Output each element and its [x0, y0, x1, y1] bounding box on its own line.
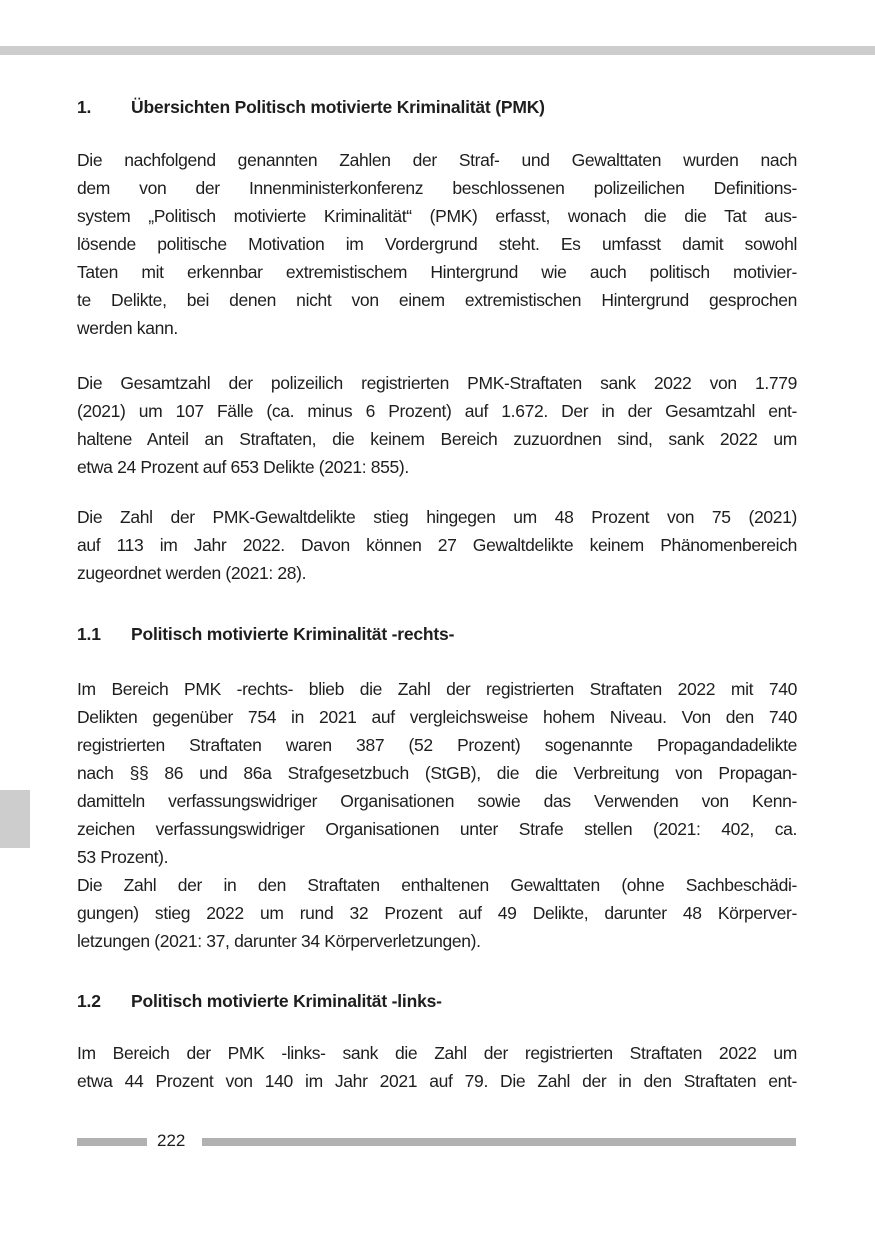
text-line: gungen) stieg 2022 um rund 32 Prozent au…: [77, 903, 797, 923]
text-line: auf 113 im Jahr 2022. Davon können 27 Ge…: [77, 535, 797, 555]
footer-rule-right: [202, 1138, 796, 1146]
text-line: Die nachfolgend genannten Zahlen der Str…: [77, 150, 797, 170]
heading-title: Politisch motivierte Kriminalität -links…: [131, 991, 442, 1011]
heading-title: Politisch motivierte Kriminalität -recht…: [131, 624, 455, 644]
text-line: zugeordnet werden (2021: 28).: [77, 563, 307, 583]
text-line: etwa 44 Prozent von 140 im Jahr 2021 auf…: [77, 1071, 797, 1091]
text-line: nach §§ 86 und 86a Strafgesetzbuch (StGB…: [77, 763, 797, 783]
text-line: dem von der Innenministerkonferenz besch…: [77, 178, 797, 198]
text-line: te Delikte, bei denen nicht von einem ex…: [77, 290, 797, 310]
text-line: system „Politisch motivierte Kriminalitä…: [77, 206, 797, 226]
text-line: werden kann.: [77, 318, 178, 338]
paragraph: Die Zahl der PMK-Gewaltdelikte stieg hin…: [77, 503, 797, 587]
heading-number: 1.1: [77, 624, 101, 644]
text-line: letzungen (2021: 37, darunter 34 Körperv…: [77, 931, 481, 951]
footer-rule-left: [77, 1138, 147, 1146]
text-line: (2021) um 107 Fälle (ca. minus 6 Prozent…: [77, 401, 797, 421]
section-heading-1: 1. Übersichten Politisch motivierte Krim…: [77, 93, 797, 121]
text-line: zeichen verfassungswidriger Organisation…: [77, 819, 797, 839]
text-line: etwa 24 Prozent auf 653 Delikte (2021: 8…: [77, 457, 409, 477]
paragraph: Im Bereich der PMK -links- sank die Zahl…: [77, 1039, 797, 1095]
heading-number: 1.: [77, 97, 92, 117]
text-line: Im Bereich PMK -rechts- blieb die Zahl d…: [77, 679, 797, 699]
heading-number: 1.2: [77, 991, 101, 1011]
chapter-side-tab: [0, 790, 30, 848]
text-line: Die Gesamtzahl der polizeilich registrie…: [77, 373, 797, 393]
text-line: haltene Anteil an Straftaten, die keinem…: [77, 429, 797, 449]
text-line: Die Zahl der PMK-Gewaltdelikte stieg hin…: [77, 507, 797, 527]
paragraph: Die nachfolgend genannten Zahlen der Str…: [77, 146, 797, 342]
section-heading-1-2: 1.2 Politisch motivierte Kriminalität -l…: [77, 987, 797, 1015]
page-number: 222: [157, 1131, 186, 1150]
section-heading-1-1: 1.1 Politisch motivierte Kriminalität -r…: [77, 620, 797, 648]
text-line: 53 Prozent).: [77, 847, 169, 867]
text-line: Taten mit erkennbar extremistischem Hint…: [77, 262, 797, 282]
text-line: Die Zahl der in den Straftaten enthalten…: [77, 875, 797, 895]
text-line: registrierten Straftaten waren 387 (52 P…: [77, 735, 797, 755]
paragraph: Im Bereich PMK -rechts- blieb die Zahl d…: [77, 675, 797, 871]
heading-title: Übersichten Politisch motivierte Krimina…: [131, 97, 545, 117]
text-line: Im Bereich der PMK -links- sank die Zahl…: [77, 1043, 797, 1063]
paragraph: Die Zahl der in den Straftaten enthalten…: [77, 871, 797, 955]
paragraph: Die Gesamtzahl der polizeilich registrie…: [77, 369, 797, 481]
text-line: lösende politische Motivation im Vorderg…: [77, 234, 797, 254]
text-line: damitteln verfassungswidriger Organisati…: [77, 791, 797, 811]
header-rule: [0, 46, 875, 55]
text-line: Delikten gegenüber 754 in 2021 auf vergl…: [77, 707, 797, 727]
